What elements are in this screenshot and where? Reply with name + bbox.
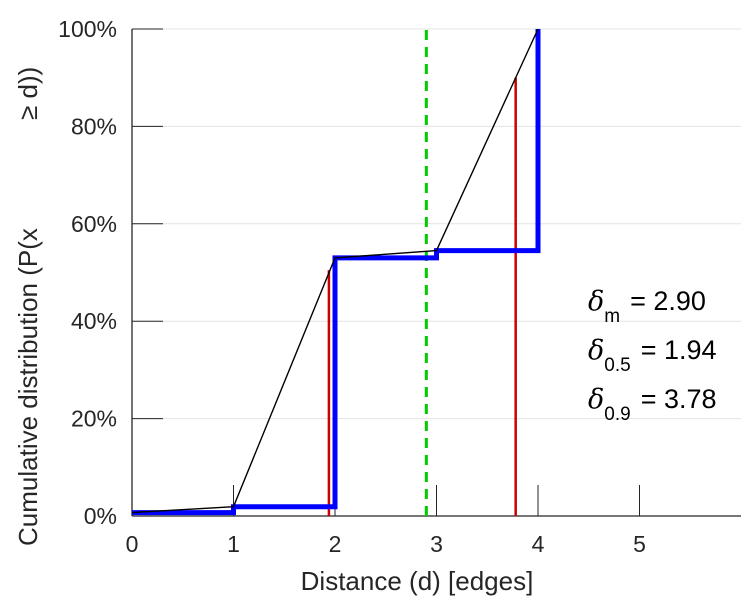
x-tick-label: 0: [126, 531, 139, 557]
stat-value: = 2.90: [630, 286, 706, 316]
series-layer: [131, 28, 541, 516]
y-tick-label: 60%: [71, 211, 117, 237]
y-axis-title-part2: ≥ d)): [13, 67, 43, 120]
stat-subscript: 0.9: [604, 404, 630, 425]
step-series-line: [132, 29, 541, 516]
stat-value: = 1.94: [641, 335, 717, 365]
x-tick-label: 2: [329, 531, 342, 557]
x-tick-label: 4: [532, 531, 545, 557]
x-tick-label: 1: [227, 531, 240, 557]
stat-annotation: δ0.9 = 3.78: [588, 384, 717, 425]
axes-layer: [131, 28, 741, 517]
stat-symbol: δ: [588, 286, 604, 317]
y-axis-title-part1: Cumulative distribution (P(x: [13, 228, 43, 546]
y-tick-label: 20%: [71, 406, 117, 432]
x-axis-title: Distance (d) [edges]: [301, 566, 534, 596]
stat-value: = 3.78: [641, 384, 717, 414]
y-tick-label: 40%: [71, 308, 117, 334]
stat-annotation: δm = 2.90: [588, 286, 706, 327]
stat-subscript: m: [604, 306, 620, 327]
stat-subscript: 0.5: [604, 355, 630, 376]
stat-annotation: δ0.5 = 1.94: [588, 335, 717, 376]
x-tick-label: 3: [430, 531, 443, 557]
reference-lines-layer: [327, 29, 517, 516]
stat-symbol: δ: [588, 335, 604, 366]
grid-layer: [132, 28, 741, 420]
y-tick-label: 0%: [84, 503, 117, 529]
interpolated-series-line: [131, 28, 539, 514]
y-tick-label: 100%: [58, 16, 117, 42]
stat-symbol: δ: [588, 384, 604, 415]
tick-labels-layer: 0 1 2 3 4 5 0% 20% 40% 60% 80% 100%: [58, 16, 646, 557]
y-tick-label: 80%: [71, 113, 117, 139]
x-tick-label: 5: [633, 531, 646, 557]
